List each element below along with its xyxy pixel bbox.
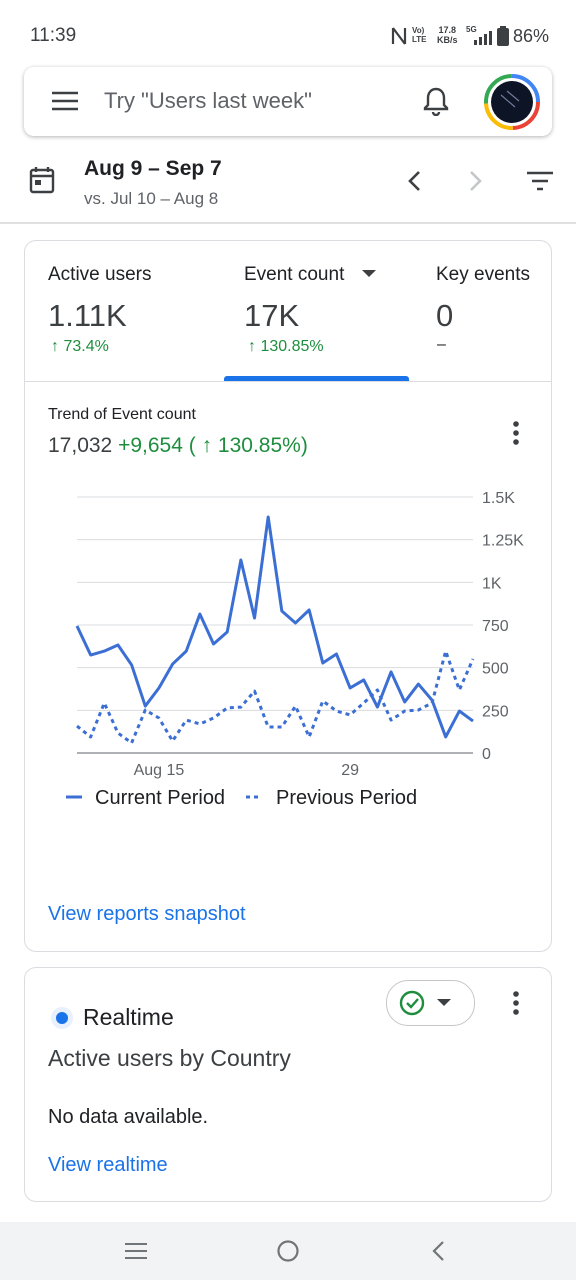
realtime-dot: [51, 1007, 73, 1029]
chart-menu-button[interactable]: [510, 420, 522, 448]
y-tick-label: 1.25K: [482, 533, 524, 550]
battery-icon: [497, 26, 509, 46]
metric-label[interactable]: Event count: [244, 264, 345, 285]
nav-bar: [0, 1222, 576, 1280]
metric-change: ↑ 130.85%: [248, 338, 324, 355]
realtime-message: No data available.: [48, 1106, 209, 1128]
menu-button[interactable]: [51, 90, 79, 112]
filter-button[interactable]: [526, 170, 554, 192]
nav-recents[interactable]: [124, 1241, 148, 1261]
x-tick-label: 29: [341, 762, 359, 779]
chart-summary: 17,032 +9,654 ( ↑ 130.85%): [48, 434, 308, 458]
net-speed: 17.8 KB/s: [437, 25, 458, 45]
chart-delta: +9,654: [118, 434, 183, 457]
nav-back[interactable]: [430, 1240, 448, 1262]
y-tick-label: 250: [482, 703, 509, 720]
legend-label: Current Period: [95, 787, 225, 809]
search-placeholder[interactable]: Try "Users last week": [104, 88, 312, 113]
previous-button[interactable]: [405, 170, 425, 192]
calendar-icon[interactable]: [29, 166, 55, 194]
metric-value: 1.11K: [48, 298, 127, 333]
snapshot-link[interactable]: View reports snapshot: [48, 903, 246, 925]
realtime-label: Realtime: [83, 1004, 174, 1030]
nfc-icon: [391, 27, 407, 45]
header-divider: [0, 222, 576, 224]
comparison-range: vs. Jul 10 – Aug 8: [84, 189, 219, 208]
speed-unit: KB/s: [437, 35, 458, 45]
x-tick-label: Aug 15: [134, 762, 185, 779]
realtime-menu-button[interactable]: [510, 990, 522, 1018]
y-tick-label: 1.5K: [482, 490, 515, 507]
tab-divider: [25, 381, 551, 382]
metric-value: 0: [436, 298, 454, 333]
status-icon[interactable]: [399, 990, 459, 1016]
y-tick-label: 750: [482, 618, 509, 635]
nav-home[interactable]: [276, 1239, 300, 1263]
legend-label: Previous Period: [276, 787, 417, 809]
realtime-link[interactable]: View realtime: [48, 1154, 168, 1176]
speed-value: 17.8: [438, 25, 457, 35]
realtime-title: Active users by Country: [48, 1045, 291, 1071]
selected-tab-indicator: [224, 376, 409, 381]
next-button[interactable]: [465, 170, 485, 192]
metric-value: 17K: [244, 298, 300, 333]
metric-label[interactable]: Key events: [436, 264, 530, 285]
series-line: [76, 649, 475, 745]
metric-change: –: [437, 336, 446, 353]
dropdown-arrow[interactable]: [361, 268, 377, 280]
signal-icon: [474, 31, 492, 45]
chart-delta-percent: ( ↑ 130.85%): [188, 434, 308, 457]
y-tick-label: 500: [482, 661, 509, 678]
account-avatar[interactable]: [483, 73, 541, 131]
date-range[interactable]: Aug 9 – Sep 7: [84, 157, 222, 180]
y-tick-label: 1K: [482, 575, 502, 592]
volte-icon: Vo) LTE: [412, 26, 427, 44]
search-bar[interactable]: [24, 67, 552, 136]
metric-label[interactable]: Active users: [48, 264, 152, 285]
status-dropdown[interactable]: [386, 980, 475, 1026]
notifications-button[interactable]: [422, 86, 450, 116]
status-time: 11:39: [30, 25, 77, 46]
series-line: [75, 515, 474, 739]
battery-level: 86%: [513, 26, 550, 46]
metric-change: ↑ 73.4%: [51, 338, 109, 355]
y-tick-label: 0: [482, 746, 491, 763]
chart-title: Trend of Event count: [48, 406, 196, 423]
signal-type: 5G: [466, 25, 477, 34]
chart-total: 17,032: [48, 434, 113, 457]
trend-chart: 0 250 500 750 1K 1.25K 1.5K Aug 15 29 Current Per…: [66, 490, 524, 809]
overview-card: [24, 240, 552, 952]
